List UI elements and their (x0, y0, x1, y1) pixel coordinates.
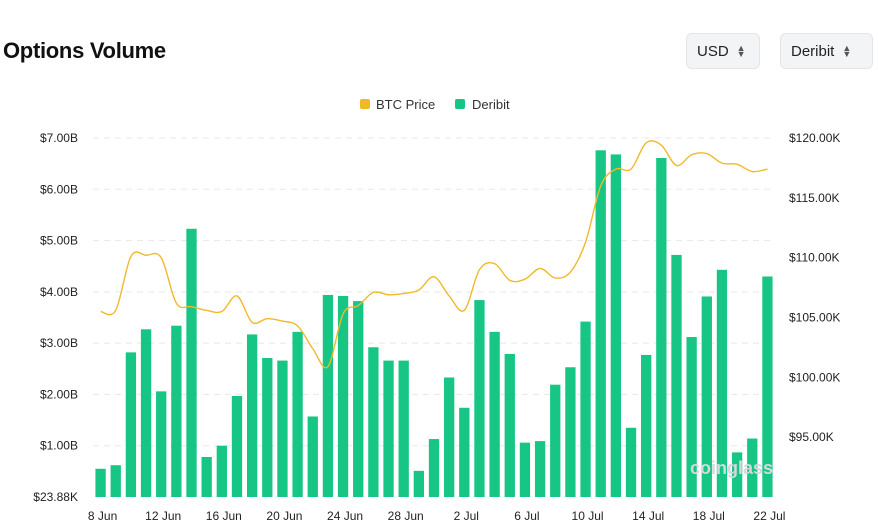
bar-deribit[interactable] (337, 295, 349, 497)
x-tick-label: 10 Jul (572, 509, 604, 522)
currency-select[interactable]: USD ▲ ▼ (686, 33, 760, 69)
bar-deribit[interactable] (186, 228, 197, 498)
x-tick-label: 12 Jun (145, 509, 181, 522)
bar-deribit[interactable] (444, 377, 455, 497)
btc-price-line (100, 140, 768, 369)
bar-deribit[interactable] (489, 331, 500, 497)
bar-deribit[interactable] (140, 329, 152, 497)
bar-deribit[interactable] (565, 367, 576, 497)
x-tick-label: 14 Jul (632, 509, 664, 522)
bar-deribit[interactable] (307, 416, 318, 497)
bar-deribit[interactable] (580, 321, 591, 497)
bar-deribit[interactable] (262, 358, 273, 497)
legend-label-deribit[interactable]: Deribit (472, 97, 510, 112)
bar-deribit[interactable] (353, 301, 364, 497)
line-btc-price[interactable] (100, 140, 768, 369)
bar-deribit[interactable] (671, 254, 682, 497)
x-tick-label: 20 Jun (266, 509, 302, 522)
y-right-tick-label: $95.00K (789, 430, 834, 444)
chevron-up-down-icon: ▲ ▼ (736, 43, 746, 59)
y-right-tick-label: $105.00K (789, 311, 840, 325)
bar-deribit[interactable] (747, 438, 758, 497)
bar-deribit[interactable] (459, 407, 470, 497)
y-left-tick-label: $7.00B (40, 131, 78, 145)
bar-deribit[interactable] (641, 354, 652, 497)
y-right-tick-label: $120.00K (789, 131, 840, 145)
bar-deribit[interactable] (595, 150, 606, 497)
y-right-tick-label: $100.00K (789, 370, 840, 384)
bar-deribit[interactable] (716, 269, 728, 497)
currency-select-value: USD (697, 42, 729, 60)
exchange-select-value: Deribit (791, 42, 835, 60)
watermark: coinglass (690, 458, 773, 478)
bar-deribit[interactable] (322, 294, 334, 497)
exchange-select[interactable]: Deribit ▲ ▼ (780, 33, 873, 69)
legend-label-btc-price[interactable]: BTC Price (376, 97, 435, 112)
y-right-tick-label: $115.00K (789, 191, 840, 205)
bar-deribit[interactable] (201, 456, 212, 497)
bar-deribit[interactable] (625, 427, 637, 497)
x-tick-label: 8 Jun (88, 509, 117, 522)
deribit-bars (95, 150, 773, 498)
bar-deribit[interactable] (246, 334, 258, 497)
x-tick-label: 16 Jun (206, 509, 242, 522)
legend-swatch-btc-price[interactable] (360, 99, 370, 109)
x-tick-label: 22 Jul (753, 509, 785, 522)
y-left-tick-label: $4.00B (40, 285, 78, 299)
bar-deribit[interactable] (428, 439, 440, 497)
y-left-tick-label: $3.00B (40, 336, 78, 350)
bar-deribit[interactable] (398, 360, 409, 497)
bar-deribit[interactable] (610, 154, 622, 497)
bar-deribit[interactable] (413, 470, 424, 497)
x-tick-label: 2 Jul (454, 509, 479, 522)
x-tick-label: 6 Jul (514, 509, 539, 522)
bar-deribit[interactable] (216, 445, 227, 497)
y-left-tick-label: $23.88K (33, 490, 78, 504)
bar-deribit[interactable] (292, 331, 303, 497)
y-left-tick-label: $6.00B (40, 182, 78, 196)
bar-deribit[interactable] (701, 296, 712, 497)
bar-deribit[interactable] (762, 276, 773, 497)
x-tick-label: 18 Jul (693, 509, 725, 522)
y-left-tick-label: $5.00B (40, 234, 78, 248)
bar-deribit[interactable] (656, 158, 667, 497)
bar-deribit[interactable] (550, 384, 561, 497)
y-left-tick-label: $2.00B (40, 387, 78, 401)
legend-swatch-deribit[interactable] (455, 99, 465, 109)
y-right-tick-label: $110.00K (789, 251, 840, 265)
bar-deribit[interactable] (686, 336, 697, 497)
bar-deribit[interactable] (368, 347, 379, 497)
bar-deribit[interactable] (171, 325, 182, 497)
bar-deribit[interactable] (277, 360, 288, 497)
x-tick-label: 28 Jun (388, 509, 424, 522)
right-axis-ticks: $95.00K $100.00K $105.00K $110.00K $115.00K $… (789, 131, 840, 444)
chevron-up-down-icon: ▲ ▼ (842, 43, 852, 59)
x-axis-ticks: 8 Jun 12 Jun 16 Jun 20 Jun 24 Jun 28 Jun 2 Jul… (88, 509, 786, 522)
bar-deribit[interactable] (383, 360, 394, 497)
bar-deribit[interactable] (534, 441, 546, 497)
bar-deribit[interactable] (474, 300, 485, 497)
bar-deribit[interactable] (156, 391, 167, 497)
legend: BTC Price Deribit (360, 97, 510, 112)
watermark-text: coinglass (690, 458, 773, 478)
bar-deribit[interactable] (110, 465, 121, 497)
bar-deribit[interactable] (519, 442, 531, 497)
y-left-tick-label: $1.00B (40, 439, 78, 453)
page-title: Options Volume (3, 38, 166, 63)
x-tick-label: 24 Jun (327, 509, 363, 522)
bar-deribit[interactable] (504, 353, 515, 497)
left-axis-ticks: $23.88K $1.00B $2.00B $3.00B $4.00B $5.00B $6.… (33, 131, 78, 504)
bar-deribit[interactable] (231, 395, 243, 497)
bar-deribit[interactable] (125, 352, 137, 497)
bar-deribit[interactable] (731, 452, 743, 497)
bar-deribit[interactable] (95, 468, 106, 497)
